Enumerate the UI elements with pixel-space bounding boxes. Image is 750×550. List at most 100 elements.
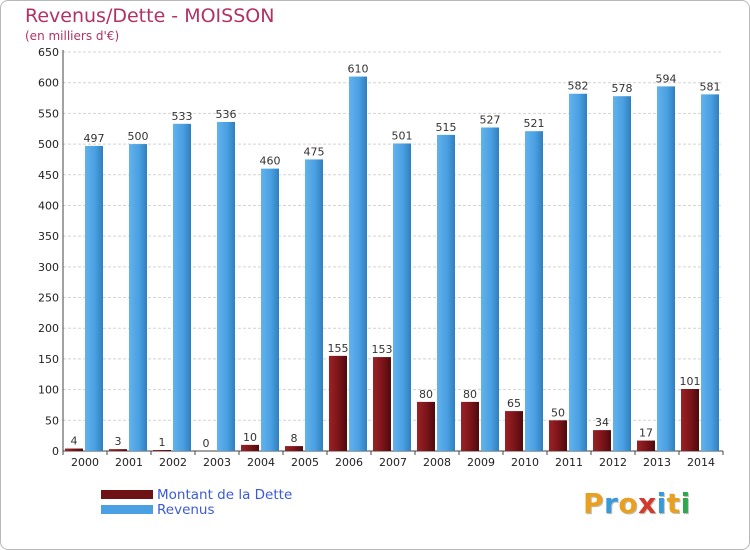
data-label-revenus: 581 bbox=[700, 80, 721, 93]
legend-swatch-revenus bbox=[101, 505, 153, 514]
data-label-revenus: 533 bbox=[172, 110, 193, 123]
x-tick-label: 2009 bbox=[467, 456, 495, 469]
bar-dette bbox=[549, 420, 567, 451]
x-tick-label: 2011 bbox=[555, 456, 583, 469]
bar-dette bbox=[153, 450, 171, 451]
data-label-dette: 1 bbox=[159, 436, 166, 449]
logo-letter: o bbox=[618, 487, 639, 520]
bar-dette bbox=[241, 444, 259, 451]
bar-revenus bbox=[217, 121, 235, 452]
data-label-dette: 80 bbox=[419, 388, 433, 401]
x-tick-label: 2010 bbox=[511, 456, 539, 469]
bar-dette bbox=[461, 401, 479, 451]
data-label-revenus: 610 bbox=[348, 63, 369, 76]
bar-dette bbox=[681, 389, 699, 451]
bar-dette bbox=[505, 411, 523, 451]
data-label-revenus: 460 bbox=[260, 155, 281, 168]
data-label-dette: 3 bbox=[115, 435, 122, 448]
data-label-dette: 34 bbox=[595, 416, 609, 429]
y-tick-label: 150 bbox=[38, 353, 59, 366]
y-tick-label: 250 bbox=[38, 292, 59, 305]
data-label-dette: 101 bbox=[680, 375, 701, 388]
bar-revenus bbox=[129, 144, 147, 452]
bar-revenus bbox=[437, 134, 455, 451]
data-label-revenus: 501 bbox=[392, 129, 413, 142]
logo-letter: P bbox=[583, 487, 605, 520]
x-tick-label: 2006 bbox=[335, 456, 363, 469]
bar-revenus bbox=[525, 131, 543, 451]
data-label-revenus: 500 bbox=[128, 130, 149, 143]
data-label-dette: 50 bbox=[551, 406, 565, 419]
bar-revenus bbox=[85, 145, 103, 451]
y-tick-label: 450 bbox=[38, 169, 59, 182]
data-label-revenus: 521 bbox=[524, 117, 545, 130]
data-label-dette: 155 bbox=[328, 342, 349, 355]
y-tick-label: 350 bbox=[38, 230, 59, 243]
bar-revenus bbox=[701, 94, 719, 452]
x-tick-label: 2002 bbox=[159, 456, 187, 469]
legend-label-dette: Montant de la Dette bbox=[157, 487, 293, 503]
y-tick-label: 0 bbox=[52, 445, 59, 458]
data-label-dette: 8 bbox=[291, 432, 298, 445]
axes: 0501001502002503003504004505005506006502… bbox=[38, 46, 724, 469]
bars bbox=[65, 76, 719, 452]
y-tick-label: 400 bbox=[38, 199, 59, 212]
chart-subtitle: (en milliers d'€) bbox=[25, 29, 120, 43]
y-tick-label: 550 bbox=[38, 107, 59, 120]
logo-letter: i bbox=[680, 487, 691, 520]
y-tick-label: 50 bbox=[45, 414, 59, 427]
bar-dette bbox=[65, 448, 83, 451]
data-label-revenus: 497 bbox=[84, 132, 105, 145]
y-tick-label: 500 bbox=[38, 138, 59, 151]
bar-revenus bbox=[173, 123, 191, 451]
proxiti-logo: Proxiti bbox=[583, 487, 691, 520]
y-tick-label: 600 bbox=[38, 77, 59, 90]
data-label-dette: 65 bbox=[507, 397, 521, 410]
bar-dette bbox=[109, 449, 127, 451]
logo-letter: t bbox=[666, 487, 681, 520]
data-label-dette: 153 bbox=[372, 343, 393, 356]
bar-revenus bbox=[305, 159, 323, 451]
x-tick-label: 2005 bbox=[291, 456, 319, 469]
y-tick-label: 650 bbox=[38, 46, 59, 59]
bar-dette bbox=[417, 401, 435, 451]
x-tick-label: 2004 bbox=[247, 456, 275, 469]
x-tick-label: 2014 bbox=[687, 456, 715, 469]
data-label-revenus: 536 bbox=[216, 108, 237, 121]
logo-letter: r bbox=[604, 487, 619, 520]
data-labels: 4 497 3 500 1 533 0 536 10 460 8 475 155 610 153 501 80 5… bbox=[71, 63, 721, 450]
x-tick-label: 2012 bbox=[599, 456, 627, 469]
bar-revenus bbox=[349, 76, 367, 452]
x-tick-label: 2008 bbox=[423, 456, 451, 469]
data-label-revenus: 527 bbox=[480, 114, 501, 127]
x-tick-label: 2001 bbox=[115, 456, 143, 469]
data-label-dette: 4 bbox=[71, 435, 78, 448]
y-tick-label: 100 bbox=[38, 384, 59, 397]
data-label-dette: 17 bbox=[639, 427, 653, 440]
data-label-dette: 80 bbox=[463, 388, 477, 401]
chart-title: Revenus/Dette - MOISSON bbox=[25, 5, 275, 27]
bar-dette bbox=[373, 357, 391, 451]
bar-revenus bbox=[261, 168, 279, 451]
x-tick-label: 2000 bbox=[71, 456, 99, 469]
data-label-revenus: 515 bbox=[436, 121, 457, 134]
y-tick-label: 200 bbox=[38, 322, 59, 335]
bar-revenus bbox=[613, 96, 631, 451]
x-tick-label: 2007 bbox=[379, 456, 407, 469]
bar-revenus bbox=[481, 127, 499, 451]
bar-dette bbox=[593, 430, 611, 451]
bar-dette bbox=[637, 440, 655, 451]
logo-letter: x bbox=[638, 487, 657, 520]
bar-revenus bbox=[569, 93, 587, 451]
logo-letter: i bbox=[656, 487, 667, 520]
y-tick-label: 300 bbox=[38, 261, 59, 274]
data-label-revenus: 578 bbox=[612, 82, 633, 95]
data-label-revenus: 475 bbox=[304, 145, 325, 158]
legend-swatch-dette bbox=[101, 490, 153, 499]
bar-dette bbox=[285, 446, 303, 451]
bar-dette bbox=[329, 355, 347, 451]
data-label-dette: 0 bbox=[203, 437, 210, 450]
bar-revenus bbox=[393, 143, 411, 451]
